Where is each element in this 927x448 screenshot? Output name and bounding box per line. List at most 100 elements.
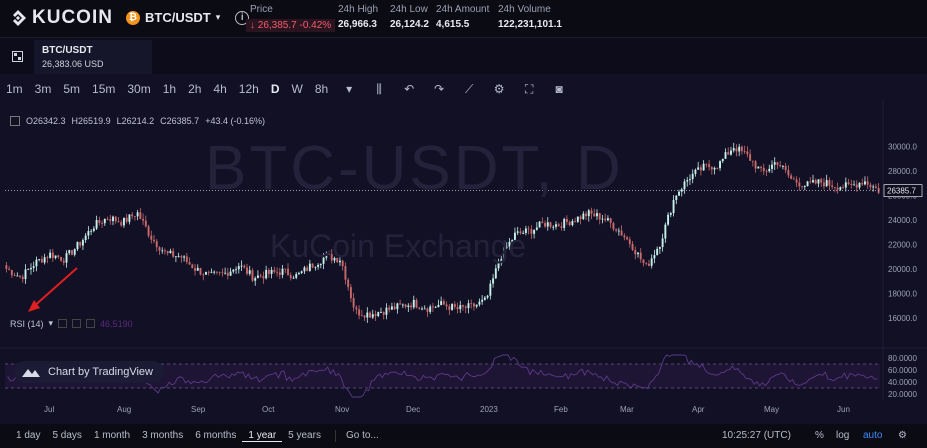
candle-body bbox=[35, 259, 38, 267]
fullscreen-icon[interactable]: ⛶ bbox=[524, 81, 534, 96]
candle-body bbox=[809, 181, 812, 183]
range-1-day[interactable]: 1 day bbox=[16, 430, 41, 441]
ohlc-high: H26519.9 bbox=[71, 116, 111, 126]
time-axis-label: Aug bbox=[117, 405, 131, 414]
interval-2h[interactable]: 2h bbox=[188, 82, 202, 96]
rsi-legend[interactable]: RSI (14) ▾ 46.5190 bbox=[10, 318, 133, 329]
candle-body bbox=[297, 273, 300, 275]
settings-icon[interactable]: ⚙ bbox=[493, 82, 505, 96]
tradingview-badge[interactable]: Chart by TradingView bbox=[14, 361, 164, 383]
candle-body bbox=[869, 184, 872, 188]
interval-3m[interactable]: 3m bbox=[34, 82, 52, 96]
interval-W[interactable]: W bbox=[291, 82, 303, 96]
candle-body bbox=[817, 179, 820, 184]
candle-body bbox=[349, 287, 352, 299]
logo-text: KUCOIN bbox=[32, 7, 113, 28]
candle-body bbox=[404, 304, 407, 308]
candle-body bbox=[691, 173, 694, 180]
candle-body bbox=[366, 312, 369, 318]
symbol-name: BTC/USDT bbox=[42, 45, 93, 56]
interval-D[interactable]: D bbox=[270, 82, 280, 96]
stat-value: 26,966.3 bbox=[338, 19, 377, 30]
clock[interactable]: 10:25:27 (UTC) bbox=[722, 430, 791, 441]
candle-body bbox=[210, 271, 213, 273]
interval-15m[interactable]: 15m bbox=[92, 82, 116, 96]
interval-4h[interactable]: 4h bbox=[213, 82, 227, 96]
candle-body bbox=[470, 303, 473, 305]
candle-body bbox=[109, 219, 112, 222]
interval-1h[interactable]: 1h bbox=[162, 82, 177, 96]
pair-selector[interactable]: ₿ BTC/USDT ▾ i bbox=[126, 10, 250, 25]
candle-body bbox=[319, 263, 322, 265]
log-toggle[interactable]: log bbox=[836, 430, 850, 441]
candle-body bbox=[467, 303, 470, 309]
candle-body bbox=[101, 223, 104, 224]
candle-body bbox=[415, 299, 418, 308]
stat-label: 24h Amount bbox=[436, 4, 490, 15]
legend-toggle-icon[interactable] bbox=[10, 116, 20, 126]
range-5-days[interactable]: 5 days bbox=[52, 430, 82, 441]
interval-5m[interactable]: 5m bbox=[63, 82, 81, 96]
undo-icon[interactable]: ↶ bbox=[404, 82, 415, 96]
gear-icon[interactable]: ⚙ bbox=[898, 430, 907, 441]
time-axis-label: Mar bbox=[620, 405, 634, 414]
candle-body bbox=[410, 305, 413, 308]
eye-icon[interactable] bbox=[58, 319, 68, 328]
auto-toggle[interactable]: auto bbox=[863, 430, 883, 441]
percent-toggle[interactable]: % bbox=[815, 430, 824, 441]
range-3-months[interactable]: 3 months bbox=[142, 430, 184, 441]
settings-icon[interactable] bbox=[72, 319, 82, 328]
candle-body bbox=[306, 267, 309, 271]
interval-30m[interactable]: 30m bbox=[127, 82, 151, 96]
candle-body bbox=[724, 152, 727, 159]
candle-body bbox=[243, 265, 246, 268]
ohlc-change: +43.4 (-0.16%) bbox=[205, 116, 265, 126]
remove-icon[interactable] bbox=[86, 319, 96, 328]
info-icon[interactable]: i bbox=[235, 10, 250, 25]
candle-body bbox=[481, 299, 484, 302]
candle-body bbox=[24, 269, 27, 280]
range-1-year[interactable]: 1 year bbox=[242, 430, 283, 442]
candle-type-icon[interactable]: ⫼ bbox=[376, 81, 382, 96]
candle-body bbox=[732, 148, 735, 151]
redo-icon[interactable]: ↷ bbox=[434, 82, 445, 96]
candle-body bbox=[65, 253, 68, 263]
interval-1m[interactable]: 1m bbox=[6, 82, 23, 96]
range-go-to-[interactable]: Go to... bbox=[334, 430, 385, 442]
rsi-axis-label: 80.0000 bbox=[888, 354, 917, 363]
range-5-years[interactable]: 5 years bbox=[288, 430, 321, 441]
camera-icon[interactable]: ◙ bbox=[555, 82, 563, 96]
candle-body bbox=[325, 253, 328, 258]
candle-body bbox=[62, 260, 65, 263]
candle-body bbox=[155, 241, 158, 248]
candle-body bbox=[820, 179, 823, 183]
candle-body bbox=[858, 182, 861, 188]
stat-value: 26,124.2 bbox=[390, 19, 429, 30]
candle-body bbox=[194, 268, 196, 271]
kucoin-logo[interactable]: KUCOIN bbox=[8, 7, 113, 29]
candle-body bbox=[598, 213, 601, 220]
range-6-months[interactable]: 6 months bbox=[195, 430, 237, 441]
candle-body bbox=[393, 306, 396, 310]
candle-body bbox=[541, 221, 544, 224]
chart-toolbar: 1m 3m 5m 15m 30m 1h 2h 4h 12h D W 8h ▾ ⫼ ↶ ↷ ⟋ ⚙ ⛶ ◙ bbox=[0, 78, 574, 100]
candle-body bbox=[751, 160, 754, 162]
indicator-icon[interactable]: ⟋ bbox=[464, 81, 474, 96]
range-1-month[interactable]: 1 month bbox=[93, 430, 131, 441]
chevron-down-icon[interactable]: ▾ bbox=[346, 82, 353, 96]
candle-body bbox=[84, 235, 87, 241]
symbol-info[interactable]: BTC/USDT 26,383.06 USD bbox=[34, 40, 152, 74]
candle-body bbox=[46, 257, 49, 259]
interval-12h[interactable]: 12h bbox=[238, 82, 259, 96]
time-axis-label: Apr bbox=[692, 405, 705, 414]
candle-body bbox=[158, 247, 161, 251]
layout-icon[interactable] bbox=[12, 51, 23, 62]
candle-body bbox=[822, 182, 825, 187]
candle-body bbox=[590, 210, 593, 214]
candle-body bbox=[87, 231, 90, 236]
candle-body bbox=[697, 167, 700, 170]
chevron-down-icon[interactable]: ▾ bbox=[48, 318, 54, 328]
candle-body bbox=[256, 275, 259, 279]
interval-8h[interactable]: 8h bbox=[314, 82, 329, 96]
candle-body bbox=[185, 256, 188, 263]
